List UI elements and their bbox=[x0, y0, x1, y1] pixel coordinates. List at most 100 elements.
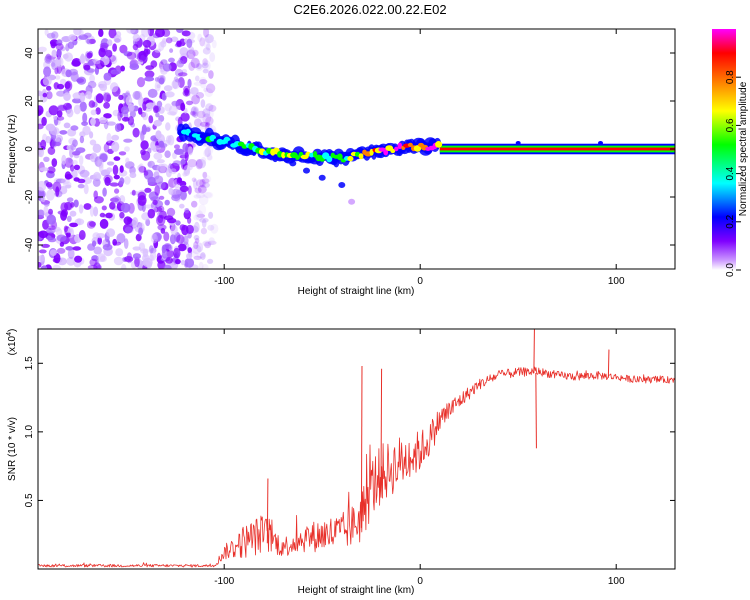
noise-blob bbox=[193, 221, 200, 233]
noise-blob bbox=[156, 163, 166, 174]
noise-blob bbox=[195, 210, 204, 221]
noise-blob bbox=[56, 247, 66, 254]
noise-blob bbox=[71, 60, 81, 67]
noise-blob bbox=[187, 216, 192, 224]
snr-spikes bbox=[266, 329, 610, 544]
noise-blob bbox=[70, 125, 79, 131]
noise-blob bbox=[175, 220, 181, 226]
noise-blob bbox=[171, 100, 179, 107]
noise-blob bbox=[46, 85, 52, 91]
noise-blob bbox=[198, 261, 204, 269]
noise-blob bbox=[83, 183, 89, 195]
bottom-y-tick-label: 1.0 bbox=[24, 424, 35, 438]
noise-blob bbox=[119, 44, 128, 54]
noise-blob bbox=[43, 156, 50, 162]
noise-blob bbox=[184, 208, 190, 214]
noise-blob bbox=[176, 29, 184, 33]
noise-blob bbox=[131, 189, 136, 196]
noise-blob bbox=[202, 240, 212, 247]
noise-blob bbox=[88, 38, 96, 45]
noise-blob bbox=[103, 143, 110, 153]
noise-blob bbox=[97, 159, 104, 169]
noise-blob bbox=[141, 124, 147, 135]
noise-blob bbox=[68, 158, 73, 164]
noise-blob bbox=[65, 43, 70, 52]
noise-blob bbox=[79, 101, 87, 112]
noise-blob bbox=[129, 110, 136, 118]
noise-blob bbox=[138, 107, 143, 115]
noise-blob bbox=[63, 225, 68, 233]
noise-blob bbox=[163, 85, 173, 92]
noise-blob bbox=[192, 49, 199, 57]
noise-blob bbox=[64, 81, 71, 89]
noise-blob bbox=[176, 234, 185, 244]
noise-blob bbox=[89, 221, 96, 227]
noise-blob bbox=[158, 77, 165, 85]
noise-blob bbox=[202, 171, 208, 179]
noise-blob bbox=[95, 173, 102, 180]
noise-blob bbox=[49, 39, 59, 47]
noise-blob bbox=[208, 237, 215, 246]
noise-blob bbox=[40, 139, 47, 149]
secondary-blob bbox=[348, 198, 356, 205]
noise-blob bbox=[158, 115, 165, 122]
noise-blob bbox=[140, 140, 149, 150]
noise-blob bbox=[109, 182, 119, 187]
noise-blob bbox=[197, 33, 203, 42]
noise-blob bbox=[97, 253, 106, 262]
bottom-y-tick-label: 0.5 bbox=[24, 493, 35, 507]
noise-blob bbox=[147, 88, 158, 98]
track-core bbox=[397, 142, 403, 149]
track-core bbox=[281, 151, 286, 159]
noise-blob bbox=[113, 256, 124, 266]
noise-blob bbox=[193, 178, 198, 190]
noise-blob bbox=[196, 63, 202, 70]
snr-multiplier: (x104) bbox=[6, 329, 18, 356]
noise-blob bbox=[189, 89, 194, 100]
noise-blob bbox=[43, 205, 49, 216]
noise-blob bbox=[152, 199, 158, 205]
noise-blob bbox=[119, 177, 125, 185]
noise-blob bbox=[187, 78, 192, 88]
noise-blob bbox=[192, 107, 199, 119]
noise-blob bbox=[193, 255, 202, 260]
secondary-blob bbox=[338, 182, 346, 188]
noise-blob bbox=[157, 224, 167, 231]
noise-blob bbox=[186, 49, 196, 60]
noise-blob bbox=[66, 231, 71, 238]
noise-blob bbox=[126, 29, 136, 34]
noise-blob bbox=[187, 247, 192, 254]
noise-blob bbox=[145, 218, 151, 227]
snr-spike bbox=[380, 368, 383, 487]
noise-blob bbox=[38, 230, 49, 239]
noise-blob bbox=[180, 259, 186, 266]
noise-blob bbox=[154, 77, 160, 82]
noise-blob bbox=[44, 55, 53, 64]
noise-blob bbox=[85, 91, 92, 99]
noise-blob bbox=[53, 253, 61, 264]
noise-blob bbox=[132, 90, 141, 100]
noise-blob bbox=[70, 143, 76, 151]
noise-blob bbox=[93, 190, 98, 199]
noise-blob bbox=[132, 246, 141, 251]
noise-blob bbox=[203, 29, 210, 38]
noise-blob bbox=[105, 212, 113, 219]
noise-blob bbox=[78, 204, 84, 214]
noise-blob bbox=[55, 178, 66, 184]
noise-blob bbox=[110, 54, 118, 65]
noise-blob bbox=[206, 155, 213, 161]
noise-blob bbox=[136, 77, 146, 88]
noise-blob bbox=[43, 201, 50, 207]
noise-blob bbox=[156, 252, 161, 261]
noise-blob bbox=[190, 87, 199, 95]
noise-blob bbox=[196, 110, 206, 119]
noise-blob bbox=[190, 106, 199, 115]
noise-blob bbox=[172, 160, 182, 167]
track-core bbox=[435, 141, 443, 148]
secondary-blob bbox=[289, 160, 297, 167]
noise-blob bbox=[202, 68, 209, 74]
noise-blob bbox=[106, 132, 112, 144]
noise-blob bbox=[38, 255, 45, 262]
noise-blob bbox=[180, 102, 186, 112]
snr-series-line bbox=[38, 366, 675, 568]
